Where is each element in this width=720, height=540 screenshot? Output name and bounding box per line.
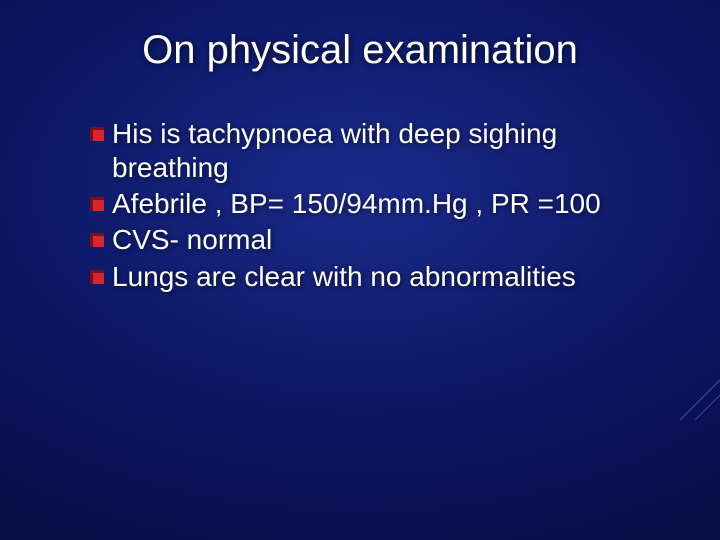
decorative-lines-icon xyxy=(660,360,720,420)
list-item: Afebrile , BP= 150/94mm.Hg , PR =100 xyxy=(90,187,680,221)
bullet-list: His is tachypnoea with deep sighing brea… xyxy=(0,81,720,294)
bullet-icon xyxy=(90,233,104,247)
bullet-text: Afebrile , BP= 150/94mm.Hg , PR =100 xyxy=(112,187,601,221)
bullet-text: Lungs are clear with no abnormalities xyxy=(112,260,576,294)
bullet-icon xyxy=(90,197,104,211)
slide-title: On physical examination xyxy=(0,0,720,81)
bullet-icon xyxy=(90,270,104,284)
list-item: His is tachypnoea with deep sighing brea… xyxy=(90,117,680,185)
bullet-icon xyxy=(90,127,104,141)
list-item: CVS- normal xyxy=(90,223,680,257)
bullet-text: CVS- normal xyxy=(112,223,272,257)
bullet-text: His is tachypnoea with deep sighing brea… xyxy=(112,117,680,185)
list-item: Lungs are clear with no abnormalities xyxy=(90,260,680,294)
